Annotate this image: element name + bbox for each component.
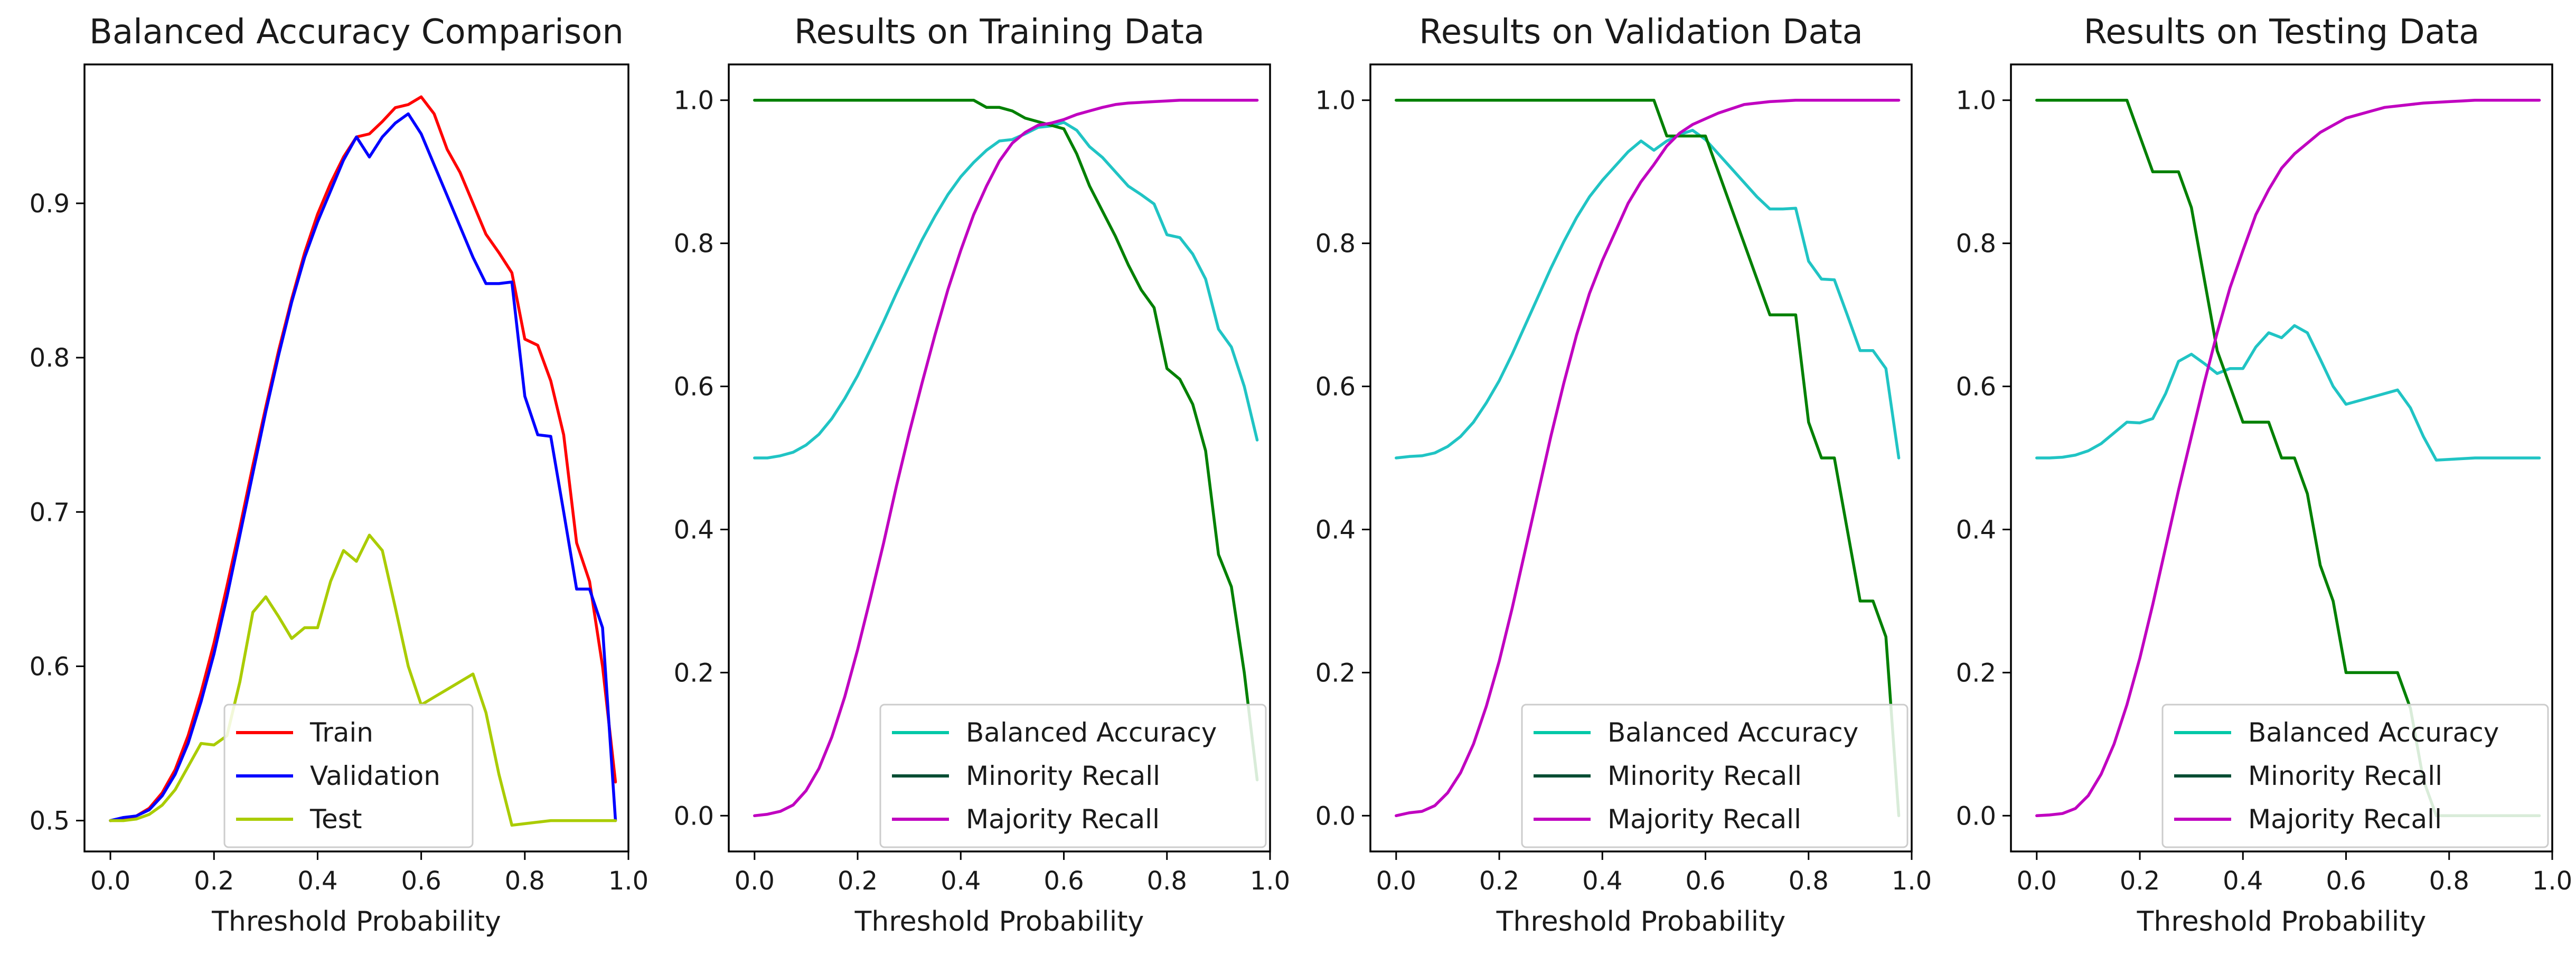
- y-tick-label: 0.2: [1956, 658, 1996, 688]
- x-tick-label: 0.6: [2326, 866, 2366, 896]
- y-tick-label: 1.0: [674, 86, 714, 116]
- x-tick-label: 1.0: [1892, 866, 1932, 896]
- chart-title: Results on Validation Data: [1419, 13, 1863, 52]
- axes-frame: [2010, 63, 2553, 853]
- y-tick-label: 0.2: [674, 658, 714, 688]
- x-tick-label: 0.8: [1789, 866, 1829, 896]
- y-tick-label: 0.5: [30, 807, 70, 836]
- legend-label: Majority Recall: [1607, 804, 1801, 835]
- axes-frame: [728, 63, 1271, 853]
- legend-box: [2161, 704, 2549, 848]
- x-tick-label: 0.8: [1147, 866, 1187, 896]
- x-tick-label: 0.4: [1582, 866, 1622, 896]
- legend-label: Balanced Accuracy: [1607, 717, 1858, 748]
- x-tick-label: 0.2: [2120, 866, 2160, 896]
- y-tick-label: 0.9: [30, 189, 70, 219]
- series-line-majority-recall: [2035, 98, 2541, 818]
- x-tick-label: 0.0: [735, 866, 775, 896]
- y-tick-label: 0.8: [1315, 229, 1356, 259]
- legend: Train Validation Test: [223, 704, 474, 848]
- chart-panel: 0.0 0.2 0.4 0.6 0.8 1.0 0.5 0.6 0.7 0.8 0.9 Balance…: [30, 13, 649, 938]
- x-tick-label: 0.6: [401, 866, 441, 896]
- y-tick-label: 0.6: [674, 372, 714, 402]
- x-tick-label: 0.2: [838, 866, 878, 896]
- y-tick-label: 0.6: [30, 652, 70, 681]
- chart-panel: 0.0 0.2 0.4 0.6 0.8 1.0 0.0 0.2 0.4 0.6 0.8 1.0 Resu…: [674, 13, 1291, 938]
- axes-frame: [83, 63, 629, 853]
- y-tick-label: 0.0: [674, 801, 714, 831]
- series-lines: [753, 98, 1259, 818]
- series-line-minority-recall: [753, 98, 1259, 782]
- y-tick-label: 0.4: [674, 515, 714, 545]
- x-tick-label: 0.0: [90, 866, 130, 896]
- y-tick-label: 0.8: [30, 343, 70, 373]
- y-tick-label: 0.0: [1956, 801, 1996, 831]
- chart-title: Results on Training Data: [794, 13, 1205, 52]
- x-tick-label: 0.6: [1043, 866, 1084, 896]
- legend-label: Minority Recall: [966, 761, 1160, 791]
- y-tick-label: 0.8: [674, 229, 714, 259]
- y-tick-label: 0.7: [30, 498, 70, 527]
- legend-label: Test: [309, 804, 362, 835]
- y-tick-label: 0.6: [1956, 372, 1996, 402]
- legend-label: Train: [309, 717, 373, 748]
- series-lines: [1395, 98, 1901, 818]
- legend-label: Validation: [310, 761, 440, 791]
- y-tick-label: 0.2: [1315, 658, 1356, 688]
- series-line-balanced-accuracy: [1395, 128, 1901, 460]
- y-tick-label: 0.4: [1315, 515, 1356, 545]
- legend-box: [879, 704, 1267, 848]
- axes-frame: [1369, 63, 1913, 853]
- y-tick-label: 0.6: [1315, 372, 1356, 402]
- series-line-validation: [109, 112, 617, 822]
- legend: Balanced Accuracy Minority Recall Majority…: [2161, 704, 2549, 848]
- x-tick-label: 1.0: [608, 866, 648, 896]
- x-tick-label: 0.2: [194, 866, 234, 896]
- x-tick-label: 0.6: [1685, 866, 1725, 896]
- x-axis-label: Threshold Probability: [1496, 906, 1786, 938]
- legend: Balanced Accuracy Minority Recall Majority…: [879, 704, 1267, 848]
- legend-box: [223, 704, 474, 848]
- x-axis-label: Threshold Probability: [211, 906, 501, 938]
- x-tick-label: 0.4: [297, 866, 337, 896]
- series-line-majority-recall: [1395, 98, 1901, 818]
- y-tick-label: 0.8: [1956, 229, 1996, 259]
- legend-label: Majority Recall: [2248, 804, 2442, 835]
- x-tick-label: 1.0: [1250, 866, 1290, 896]
- x-tick-label: 0.8: [2429, 866, 2469, 896]
- x-axis-label: Threshold Probability: [2137, 906, 2427, 938]
- y-tick-label: 1.0: [1956, 86, 1996, 116]
- chart-title: Balanced Accuracy Comparison: [89, 13, 624, 52]
- legend-label: Majority Recall: [966, 804, 1160, 835]
- chart-panel: 0.0 0.2 0.4 0.6 0.8 1.0 0.0 0.2 0.4 0.6 0.8 1.0 Resu…: [1315, 13, 1932, 938]
- y-tick-label: 0.4: [1956, 515, 1996, 545]
- x-tick-label: 0.4: [941, 866, 981, 896]
- series-lines: [109, 95, 617, 827]
- series-line-test: [109, 533, 617, 827]
- series-line-majority-recall: [753, 98, 1259, 818]
- legend-label: Minority Recall: [1607, 761, 1802, 791]
- legend-label: Balanced Accuracy: [2248, 717, 2499, 748]
- legend-label: Balanced Accuracy: [966, 717, 1217, 748]
- y-tick-label: 1.0: [1315, 86, 1356, 116]
- x-axis-label: Threshold Probability: [854, 906, 1144, 938]
- chart-title: Results on Testing Data: [2084, 13, 2480, 52]
- series-line-balanced-accuracy: [753, 120, 1259, 460]
- x-tick-label: 0.2: [1479, 866, 1519, 896]
- x-tick-label: 0.0: [2017, 866, 2057, 896]
- legend: Balanced Accuracy Minority Recall Majority…: [1521, 704, 1909, 848]
- chart-panel: 0.0 0.2 0.4 0.6 0.8 1.0 0.0 0.2 0.4 0.6 0.8 1.0 Resu…: [1956, 13, 2573, 938]
- x-tick-label: 1.0: [2532, 866, 2572, 896]
- legend-box: [1521, 704, 1909, 848]
- x-tick-label: 0.8: [505, 866, 545, 896]
- series-line-balanced-accuracy: [2035, 324, 2541, 462]
- series-line-minority-recall: [1395, 98, 1901, 818]
- x-tick-label: 0.4: [2223, 866, 2263, 896]
- y-tick-label: 0.0: [1315, 801, 1356, 831]
- x-tick-label: 0.0: [1376, 866, 1416, 896]
- series-line-train: [109, 95, 617, 822]
- legend-label: Minority Recall: [2248, 761, 2442, 791]
